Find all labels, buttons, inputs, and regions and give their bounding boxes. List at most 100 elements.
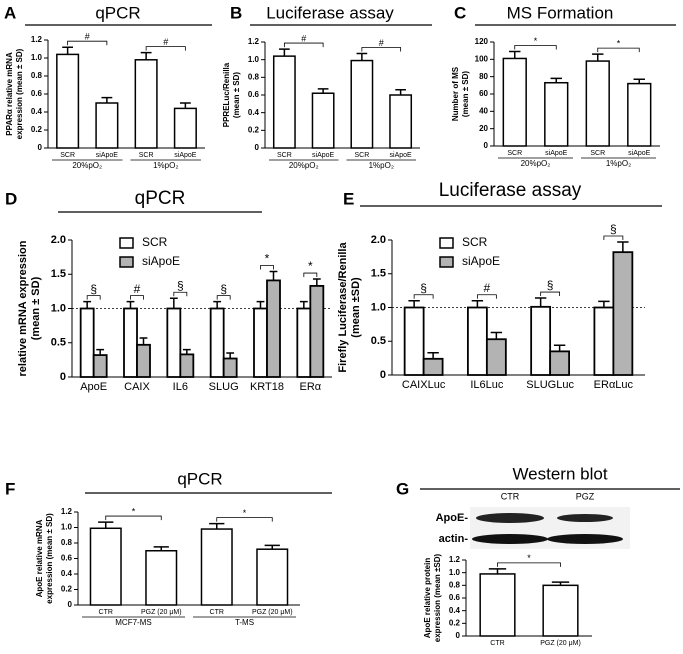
error-bar [427,351,439,359]
x-tick-label: siApoE [628,150,651,157]
group-label: 20%pO₂ [289,161,319,170]
bar [311,92,335,149]
error-bar [256,300,265,309]
x-tick-label: CTR [210,609,224,616]
group-label: 20%pO₂ [521,159,551,168]
y-tick-label: 0.6 [31,89,43,98]
error-bar [550,77,562,83]
y-tick-label: 1.0 [248,55,260,64]
bar [123,307,138,378]
x-tick-label: siApoE [390,152,413,159]
y-tick-label: 80 [479,72,488,81]
group-label: MCF7-MS [115,618,151,627]
bar [272,55,296,149]
blot-band [472,534,548,544]
error-bar [633,78,645,84]
x-tick-label: SLUG [209,381,239,393]
significance-mark: # [85,32,90,42]
significance-mark: § [177,278,184,292]
legend-label: SCR [462,235,488,249]
y-axis-label: relative mRNA expression [17,240,29,376]
bar [79,307,95,378]
significance-bracket [603,235,624,241]
y-tick-label: 100 [475,54,489,63]
y-axis-label: (mean ± SD) [30,276,42,340]
y-axis-label: ApoE relative protein [423,558,432,639]
y-axis-label: expression (mean ±SD) [433,553,442,642]
y-axis-label: ApoE relative mRNA [35,519,44,597]
significance-bracket [173,291,188,297]
legend-swatch [119,237,134,249]
x-tick-label: ERαLuc [594,379,634,391]
legend-label: siApoE [142,254,180,268]
y-axis-label: PPRELuc/Renilla [222,62,231,127]
bar [530,305,552,376]
x-tick-label: CAIX [124,381,150,393]
y-tick-label: 0.6 [449,593,461,602]
bar [422,357,444,376]
panel-letter: A [4,3,16,22]
x-tick-label: SCR [277,152,292,159]
significance-bracket [260,265,274,270]
group-label: 20%pO₂ [72,161,102,170]
y-axis-label: expression (mean ± SD) [15,48,24,139]
y-tick-label: 1.5 [371,268,386,280]
y-tick-label: 0.8 [61,538,73,547]
bar [350,59,374,149]
significance-bracket [361,47,402,52]
significance-mark: # [379,38,384,48]
error-bar [471,300,484,308]
significance-mark: # [484,281,491,295]
x-tick-label: SCR [139,152,154,159]
error-bar [408,300,420,308]
significance-mark: * [527,553,531,563]
x-tick-label: siApoE [174,152,197,159]
bar [309,284,325,378]
y-tick-label: 20 [479,124,488,133]
x-tick-label: siApoE [96,152,119,159]
y-tick-label: 0 [484,141,489,150]
significance-mark: § [90,282,97,296]
panel-letter: D [5,189,17,208]
error-bar [140,51,152,60]
x-tick-label: ApoE [80,381,107,393]
legend-swatch [119,256,134,268]
error-bar [98,521,114,529]
significance-mark: * [308,259,313,273]
error-bar [269,270,278,281]
blot-column-label: CTR [501,491,520,501]
error-bar [592,53,604,62]
bar [403,306,425,376]
x-tick-label: IL6Luc [470,379,504,391]
bar [56,53,80,149]
legend-label: siApoE [462,254,500,268]
y-tick-label: 60 [479,89,488,98]
error-bar [126,300,135,309]
panel-letter: C [454,3,466,22]
bar [389,94,413,149]
panel-title: qPCR [135,188,186,209]
x-tick-label: IL6 [173,381,188,393]
bar [593,306,615,376]
panel-title: qPCR [177,469,222,488]
y-tick-label: 1.2 [31,35,43,44]
panel-letter: E [343,189,354,208]
y-tick-label: 0.5 [371,335,386,347]
significance-bracket [130,295,144,300]
significance-mark: § [220,282,227,296]
error-bar [139,337,148,345]
y-tick-label: 0.8 [449,580,461,589]
error-bar [553,344,566,352]
y-axis-label: Number of MS [451,66,460,121]
y-tick-label: 0.4 [449,606,461,615]
panel-letter: F [5,479,15,498]
bar [209,307,225,378]
significance-mark: § [610,222,617,236]
significance-bracket [86,295,101,300]
y-tick-label: 0.2 [449,618,461,627]
y-tick-label: 1.0 [449,568,461,577]
bar [502,57,527,147]
error-bar [488,568,507,574]
panel-title: Luciferase assay [266,3,394,22]
significance-bracket [105,515,162,521]
